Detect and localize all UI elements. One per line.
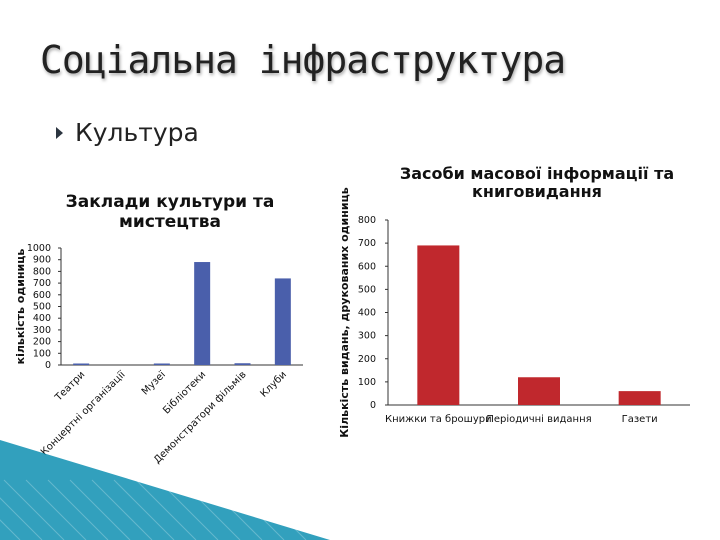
bar (73, 363, 90, 365)
y-tick-label: 800 (33, 266, 51, 277)
y-tick-label: 800 (358, 215, 376, 226)
y-tick-label: 200 (33, 337, 51, 348)
y-tick-label: 0 (45, 360, 51, 371)
y-tick-label: 400 (33, 313, 51, 324)
bar (234, 363, 251, 365)
y-tick-label: 1000 (27, 243, 51, 254)
x-category-label: Клуби (258, 369, 288, 399)
corner-decoration (0, 440, 330, 540)
y-tick-label: 100 (358, 377, 376, 388)
y-tick-label: 900 (33, 255, 51, 266)
slide-title: Соціальна інфраструктура (40, 38, 566, 82)
bullet-item: Культура (56, 118, 199, 147)
x-category-label: Театри (53, 369, 88, 404)
left-chart-title: Заклади культури та мистецтва (65, 192, 275, 232)
y-tick-label: 400 (358, 308, 376, 319)
bar (618, 391, 661, 405)
bar (153, 363, 170, 365)
y-tick-label: 300 (358, 331, 376, 342)
y-tick-label: 600 (33, 290, 51, 301)
y-axis-label: Кількість видань, друкованих одиниць (338, 187, 351, 437)
bar (518, 377, 560, 405)
x-category-label: Газети (622, 414, 658, 425)
x-category-label: Періодичні видання (486, 413, 591, 425)
y-tick-label: 700 (33, 278, 51, 289)
bar (194, 262, 211, 365)
y-tick-label: 200 (358, 354, 376, 365)
right-chart-title: Засоби масової інформації та книговиданн… (399, 164, 675, 202)
bullet-arrow-icon (56, 126, 63, 139)
y-tick-label: 0 (370, 400, 376, 411)
bullet-text: Культура (75, 118, 199, 147)
y-axis-label: кількість одиниць (14, 249, 27, 365)
media-publishing-chart: 0 100 200 300 400 500 600 700 800 Кількість видан… (338, 187, 690, 438)
y-tick-label: 700 (358, 238, 376, 249)
x-category-label: Книжки та брошури (385, 414, 492, 425)
bar (274, 278, 291, 365)
y-tick-label: 500 (33, 302, 51, 313)
culture-institutions-chart: 01002003004005006007008009001000кількіст… (14, 243, 303, 466)
y-tick-label: 600 (358, 261, 376, 272)
y-tick-label: 300 (33, 325, 51, 336)
x-category-label: Музеї (140, 369, 168, 397)
y-tick-label: 100 (33, 348, 51, 359)
bar (417, 245, 460, 405)
y-tick-label: 500 (358, 284, 376, 295)
